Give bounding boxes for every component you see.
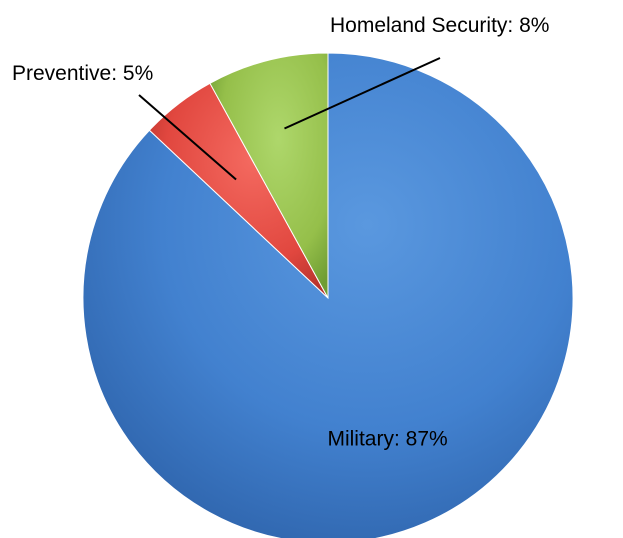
leader-line-preventive bbox=[138, 94, 237, 181]
label-preventive: Preventive: 5% bbox=[12, 62, 153, 85]
leader-line-homeland-security bbox=[284, 57, 441, 130]
label-military: Military: 87% bbox=[327, 428, 447, 451]
pie-slice-homeland-security bbox=[209, 52, 329, 299]
label-homeland-security: Homeland Security: 8% bbox=[330, 14, 549, 37]
pie-slice-military bbox=[82, 52, 574, 538]
